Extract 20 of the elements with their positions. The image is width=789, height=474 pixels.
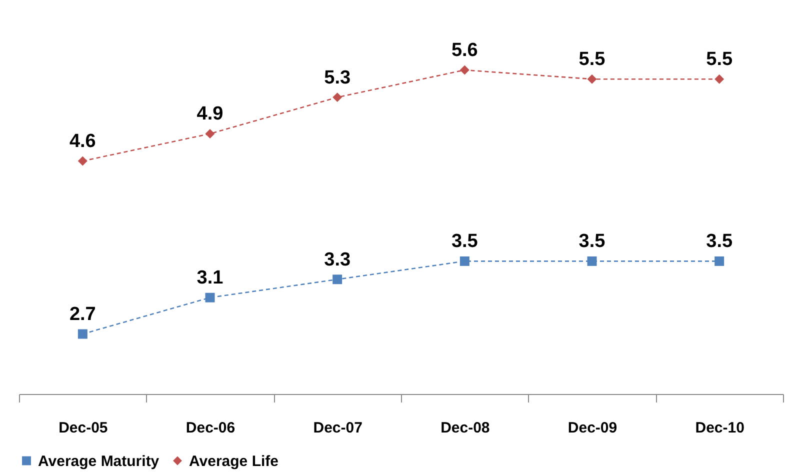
data-label: 5.3 [324, 67, 351, 88]
x-tick-label: Dec-07 [313, 420, 362, 436]
data-label: 4.9 [196, 104, 224, 125]
x-tick-label: Dec-05 [58, 420, 108, 436]
data-label: 3.1 [196, 268, 224, 289]
x-tick-label: Dec-10 [695, 420, 744, 436]
x-tick-label: Dec-06 [186, 420, 236, 436]
data-label: 3.5 [451, 231, 478, 252]
data-label: 4.6 [69, 131, 96, 152]
data-label: 2.7 [69, 304, 96, 325]
x-tick-label: Dec-08 [440, 420, 490, 436]
data-label: 5.5 [578, 49, 606, 70]
legend-label: Average Life [189, 452, 278, 470]
data-label: 5.6 [451, 40, 478, 61]
data-label: 3.5 [706, 231, 733, 252]
data-label: 3.3 [324, 249, 351, 270]
legend-label: Average Maturity [38, 452, 160, 470]
data-label: 3.5 [578, 231, 606, 252]
data-label: 5.5 [706, 49, 733, 70]
x-tick-label: Dec-09 [568, 420, 618, 436]
